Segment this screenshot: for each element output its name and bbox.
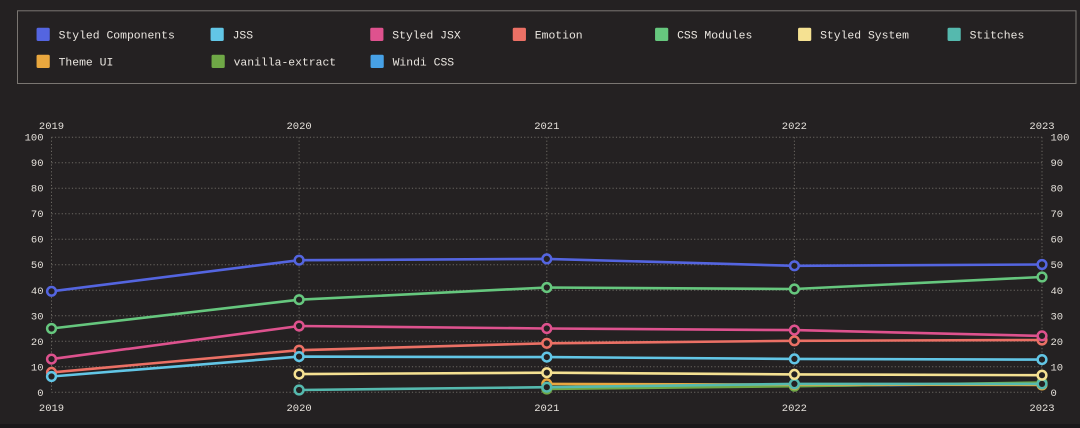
svg-text:Windi CSS: Windi CSS [393, 57, 455, 69]
svg-text:2020: 2020 [286, 121, 311, 133]
svg-text:2021: 2021 [534, 403, 559, 415]
svg-text:100: 100 [1051, 133, 1070, 145]
svg-text:Stitches: Stitches [970, 30, 1025, 42]
svg-text:0: 0 [1051, 388, 1057, 400]
svg-text:10: 10 [1051, 362, 1064, 374]
svg-text:40: 40 [31, 286, 44, 298]
svg-text:2021: 2021 [534, 121, 559, 133]
svg-text:70: 70 [31, 209, 44, 221]
svg-text:80: 80 [31, 184, 44, 196]
svg-text:10: 10 [31, 362, 44, 374]
svg-text:2023: 2023 [1029, 121, 1054, 133]
svg-text:CSS Modules: CSS Modules [677, 30, 752, 42]
svg-text:vanilla-extract: vanilla-extract [234, 57, 337, 69]
svg-text:JSS: JSS [233, 30, 254, 42]
svg-text:Styled System: Styled System [820, 30, 909, 42]
svg-text:2023: 2023 [1029, 403, 1054, 415]
svg-text:80: 80 [1051, 184, 1064, 196]
svg-text:20: 20 [31, 337, 44, 349]
svg-text:Styled JSX: Styled JSX [392, 30, 461, 42]
svg-text:90: 90 [1051, 158, 1064, 170]
svg-text:2019: 2019 [39, 121, 64, 133]
svg-text:2022: 2022 [782, 121, 807, 133]
svg-text:Theme UI: Theme UI [59, 57, 114, 69]
svg-text:90: 90 [31, 158, 44, 170]
svg-text:50: 50 [31, 260, 44, 272]
svg-text:20: 20 [1051, 337, 1064, 349]
svg-text:Styled Components: Styled Components [59, 30, 175, 42]
svg-text:2020: 2020 [286, 403, 311, 415]
svg-text:Emotion: Emotion [535, 30, 583, 42]
svg-text:70: 70 [1051, 209, 1064, 221]
svg-text:2022: 2022 [782, 403, 807, 415]
svg-text:60: 60 [1051, 235, 1064, 247]
svg-text:2019: 2019 [39, 403, 64, 415]
svg-text:40: 40 [1051, 286, 1064, 298]
svg-text:30: 30 [1051, 311, 1064, 323]
svg-text:50: 50 [1051, 260, 1064, 272]
svg-text:100: 100 [25, 133, 44, 145]
svg-text:60: 60 [31, 235, 44, 247]
svg-text:30: 30 [31, 311, 44, 323]
svg-text:0: 0 [37, 388, 43, 400]
